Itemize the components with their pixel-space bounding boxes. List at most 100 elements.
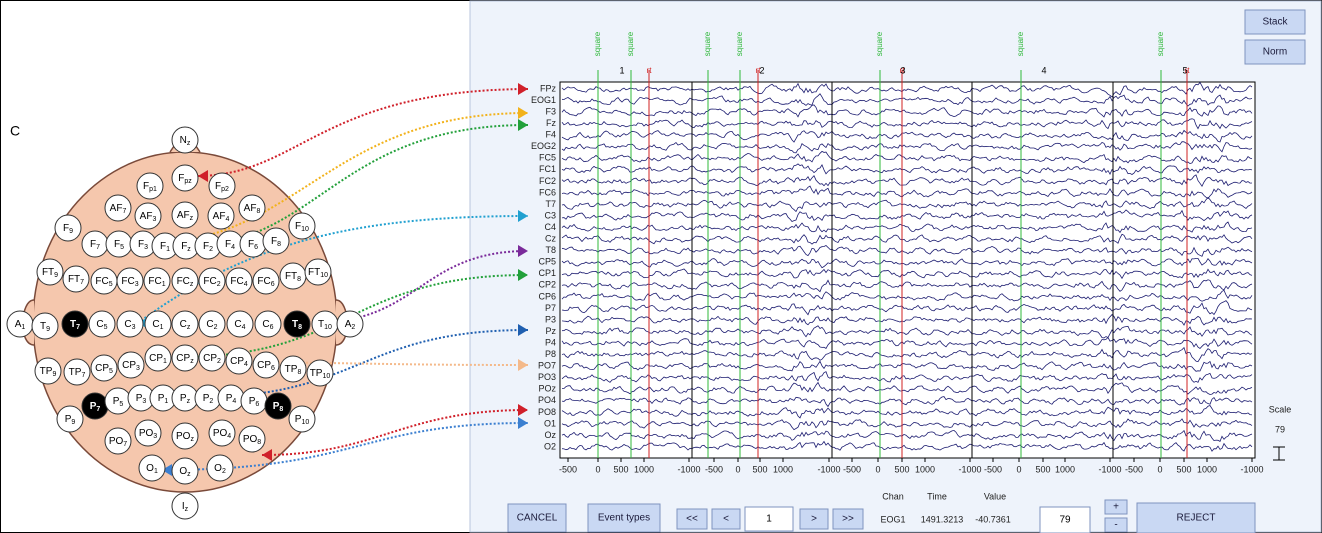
electrode	[225, 267, 253, 295]
event-label: square	[1156, 31, 1165, 56]
eeg-trace	[561, 196, 1253, 213]
norm-button[interactable]	[1244, 39, 1306, 65]
electrode-subscript: 3	[136, 365, 140, 372]
electrode-label: F4	[225, 239, 235, 251]
electrode	[171, 492, 199, 520]
electrode	[208, 419, 236, 447]
electrode-label: FCz	[177, 276, 194, 288]
electrode-name: F	[90, 239, 96, 250]
electrode-subscript: 5	[119, 401, 123, 408]
cancel-button-label: CANCEL	[517, 513, 558, 524]
event-label: square	[1016, 31, 1025, 56]
reject-button-label: REJECT	[1177, 513, 1216, 524]
electrode-name: P	[136, 393, 143, 404]
electrode	[62, 265, 90, 293]
electrode-label: F7	[90, 239, 100, 251]
channel-label: F3	[545, 106, 556, 116]
stack-button-label: Stack	[1262, 17, 1288, 28]
electrode-subscript: 2	[217, 358, 221, 365]
scale-input[interactable]	[1039, 506, 1091, 533]
electrode-label: F5	[114, 239, 124, 251]
electrode-name: F	[248, 239, 254, 250]
stack-button[interactable]	[1244, 9, 1306, 35]
electrode-name: TP	[310, 368, 323, 379]
electrode	[171, 267, 199, 295]
electrode-subscript: 7	[123, 441, 127, 448]
electrode-label: T7	[70, 319, 80, 331]
x-tick-label: -500	[843, 464, 861, 474]
electrode-label: C2	[206, 319, 217, 331]
prev-button-label: <	[723, 514, 729, 525]
first-button[interactable]	[676, 508, 708, 530]
electrode-name: N	[180, 135, 187, 146]
channel-label: EOG2	[531, 141, 556, 151]
electrode-name: FC	[257, 276, 270, 287]
next-button[interactable]	[799, 508, 829, 530]
electrode	[208, 172, 236, 200]
electrode-name: FT	[68, 274, 80, 285]
cancel-button[interactable]	[507, 503, 567, 533]
event-label: rt	[900, 66, 906, 75]
minus-button[interactable]	[1104, 517, 1128, 533]
electrode-name: AF	[244, 203, 257, 214]
eeg-trace	[561, 279, 1253, 293]
channel-label: T7	[545, 199, 556, 209]
electrode-name: O	[214, 463, 222, 474]
electrode-name: CP	[122, 360, 136, 371]
channel-label: PO7	[538, 361, 556, 371]
electrode	[262, 227, 290, 255]
electrode-name: AF	[213, 211, 226, 222]
electrode-label: F2	[203, 241, 213, 253]
electrode-label: CP6	[257, 360, 275, 372]
page-input[interactable]	[744, 506, 794, 532]
electrode-name: C	[96, 319, 103, 330]
electrode-subscript: 10	[322, 373, 330, 380]
electrode-name: P	[90, 401, 97, 412]
eeg-trace	[562, 381, 1253, 395]
electrode	[306, 359, 334, 387]
x-tick-label: -500	[559, 464, 577, 474]
next-button-label: >	[811, 514, 817, 525]
eeg-trace	[561, 325, 1253, 339]
eeg-trace	[561, 221, 1253, 234]
plus-button[interactable]	[1104, 499, 1128, 515]
x-tick-label: 1000	[915, 464, 935, 474]
prev-button[interactable]	[711, 508, 741, 530]
electrode-subscript: 6	[271, 365, 275, 372]
eeg-trace	[561, 141, 1253, 154]
electrode-subscript: 10	[320, 272, 328, 279]
electrode-label: C5	[96, 319, 107, 331]
electrode-label: AFz	[177, 210, 194, 222]
electrode-subscript: 8	[277, 241, 281, 248]
eeg-trace	[561, 81, 1253, 98]
electrode-name: F	[114, 239, 120, 250]
reject-button[interactable]	[1136, 502, 1256, 533]
electrode-name: AF	[140, 211, 153, 222]
electrode-label: AF4	[213, 211, 230, 223]
eeg-trace	[561, 174, 1253, 187]
electrode-name: FC	[177, 276, 190, 287]
x-tick-label: 500	[1176, 464, 1191, 474]
arrow-head	[162, 464, 172, 476]
electrode-label: Pz	[180, 393, 191, 405]
eeg-trace	[561, 418, 1253, 431]
electrode-label: F8	[271, 236, 281, 248]
electrode	[138, 454, 166, 482]
last-button[interactable]	[832, 508, 864, 530]
event-label: square	[735, 31, 744, 56]
electrode-label: TP7	[69, 367, 86, 379]
electrode	[171, 310, 199, 338]
electrode-subscript: 9	[46, 326, 50, 333]
page-input-value: 1	[766, 514, 772, 525]
eeg-trace	[561, 336, 1253, 350]
plot-area	[559, 81, 1256, 459]
electrode-label: P8	[273, 401, 284, 413]
electrode-label: FT7	[68, 274, 84, 286]
electrode-name: C	[234, 319, 241, 330]
event-types-button[interactable]	[587, 503, 661, 533]
electrode-subscript: 4	[244, 361, 248, 368]
panel-label: C	[10, 123, 20, 139]
x-tick-label: -1000	[1240, 464, 1263, 474]
electrode-label: P9	[65, 414, 76, 426]
readout-header: Chan	[882, 491, 904, 501]
